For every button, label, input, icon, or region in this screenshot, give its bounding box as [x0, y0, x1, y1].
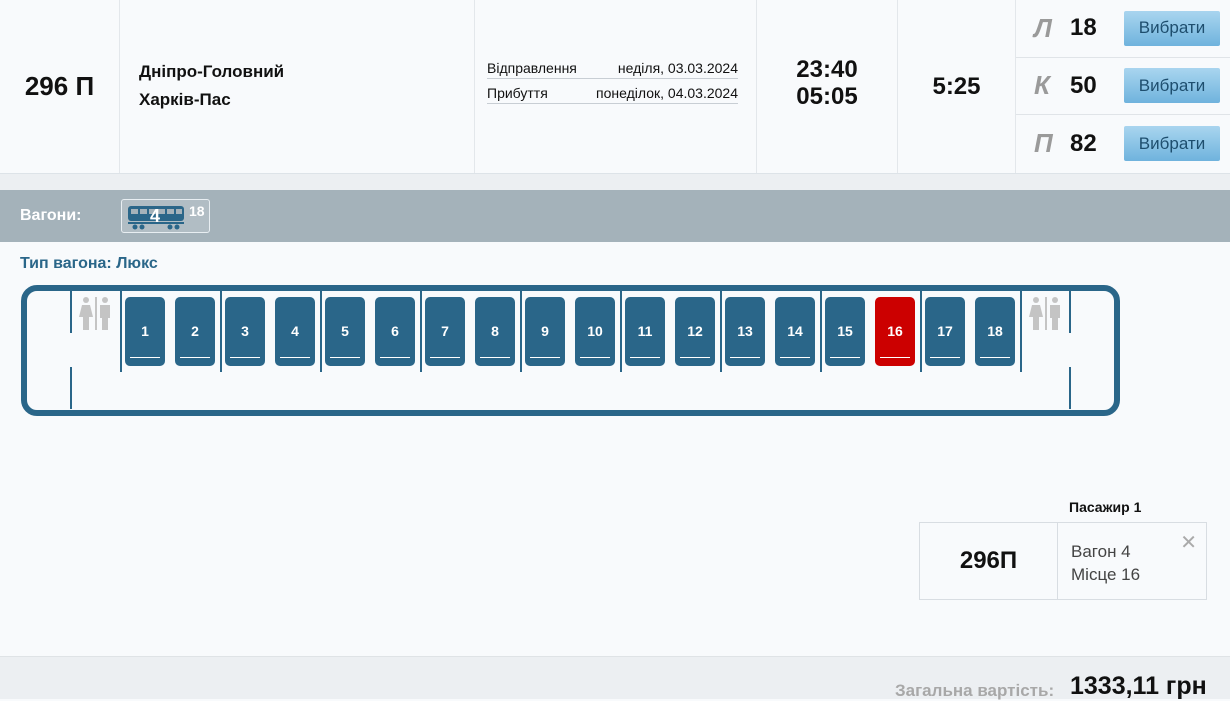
seat-15[interactable]: 15	[825, 297, 865, 366]
class-row-coupe: К 50 Вибрати	[1016, 58, 1230, 115]
passenger-train: 296П	[920, 523, 1058, 599]
seat-9[interactable]: 9	[525, 297, 565, 366]
passenger-title: Пасажир 1	[1069, 499, 1142, 515]
compartment-divider	[420, 291, 422, 372]
compartment-divider	[320, 291, 322, 372]
departure-time: 23:40	[796, 56, 858, 83]
seat-14[interactable]: 14	[775, 297, 815, 366]
route: Дніпро-Головний Харків-Пас	[120, 0, 475, 173]
wagons-bar: Вагони: 4 18	[0, 190, 1230, 242]
route-from: Дніпро-Головний	[139, 62, 285, 81]
arrival-label: Прибуття	[487, 85, 548, 101]
seat-4[interactable]: 4	[275, 297, 315, 366]
seat-17[interactable]: 17	[925, 297, 965, 366]
duration: 5:25	[898, 0, 1016, 173]
compartment-divider	[120, 291, 122, 372]
seat-13[interactable]: 13	[725, 297, 765, 366]
seat-10[interactable]: 10	[575, 297, 615, 366]
seat-1[interactable]: 1	[125, 297, 165, 366]
class-list: Л 18 Вибрати К 50 Вибрати П 82 Вибрати	[1016, 0, 1230, 173]
select-coupe-button[interactable]: Вибрати	[1124, 68, 1220, 104]
separator	[0, 174, 1230, 190]
toilet-icon	[1026, 296, 1066, 337]
dates: Відправлення неділя, 03.03.2024 Прибуття п…	[475, 0, 757, 173]
seat-18[interactable]: 18	[975, 297, 1015, 366]
wagons-label: Вагони:	[20, 207, 82, 224]
seat-7[interactable]: 7	[425, 297, 465, 366]
seat-8[interactable]: 8	[475, 297, 515, 366]
wall-divider	[1069, 291, 1071, 333]
free-seats: 18	[1070, 14, 1097, 42]
class-letter: Л	[1034, 12, 1052, 43]
departure-label: Відправлення	[487, 60, 577, 76]
compartment-divider	[520, 291, 522, 372]
seat-5[interactable]: 5	[325, 297, 365, 366]
route-to: Харків-Пас	[139, 90, 231, 109]
arrival-row: Прибуття понеділок, 04.03.2024	[487, 83, 738, 104]
seat-2[interactable]: 2	[175, 297, 215, 366]
select-platzkart-button[interactable]: Вибрати	[1124, 126, 1220, 162]
seat-12[interactable]: 12	[675, 297, 715, 366]
departure-date: неділя, 03.03.2024	[617, 60, 738, 76]
compartment-divider	[1020, 291, 1022, 372]
wagon-free-seats: 18	[189, 203, 205, 219]
class-row-lux: Л 18 Вибрати	[1016, 0, 1230, 58]
total-label: Загальна вартість:	[895, 681, 1055, 700]
class-letter: П	[1034, 128, 1053, 159]
close-icon[interactable]: ✕	[1180, 532, 1197, 554]
train-number: 296 П	[0, 0, 120, 173]
free-seats: 50	[1070, 71, 1097, 99]
wall-divider	[1069, 367, 1071, 409]
passenger-seat: Місце 16	[1071, 565, 1141, 584]
departure-row: Відправлення неділя, 03.03.2024	[487, 58, 738, 79]
class-row-platzkart: П 82 Вибрати	[1016, 115, 1230, 173]
wagon-number: 4	[150, 206, 161, 226]
seat-6[interactable]: 6	[375, 297, 415, 366]
free-seats: 82	[1070, 129, 1097, 157]
times: 23:40 05:05	[757, 0, 898, 173]
class-letter: К	[1034, 70, 1050, 101]
passenger-info: Вагон 4 Місце 16 ✕	[1058, 523, 1206, 599]
compartment-divider	[820, 291, 822, 372]
wagon-icon	[128, 206, 184, 230]
train-row: 296 П Дніпро-Головний Харків-Пас Відправ…	[0, 0, 1230, 174]
toilet-icon	[76, 296, 116, 337]
select-lux-button[interactable]: Вибрати	[1124, 10, 1220, 46]
arrival-date: понеділок, 04.03.2024	[596, 85, 738, 101]
seat-16[interactable]: 16	[875, 297, 915, 366]
wagon-scheme	[21, 285, 1120, 416]
wagon-4-button[interactable]: 4 18	[121, 199, 210, 233]
total-value: 1333,11 грн	[1070, 672, 1207, 700]
wall-divider	[70, 367, 72, 409]
compartment-divider	[620, 291, 622, 372]
passenger-wagon: Вагон 4	[1071, 542, 1131, 561]
wagon-type: Тип вагона: Люкс	[20, 255, 158, 272]
seat-3[interactable]: 3	[225, 297, 265, 366]
seat-11[interactable]: 11	[625, 297, 665, 366]
passenger-card: 296П Вагон 4 Місце 16 ✕	[919, 522, 1207, 600]
compartment-divider	[220, 291, 222, 372]
arrival-time: 05:05	[796, 83, 858, 110]
compartment-divider	[920, 291, 922, 372]
wall-divider	[70, 291, 72, 333]
compartment-divider	[720, 291, 722, 372]
footer-total: Загальна вартість: 1333,11 грн	[0, 656, 1230, 700]
